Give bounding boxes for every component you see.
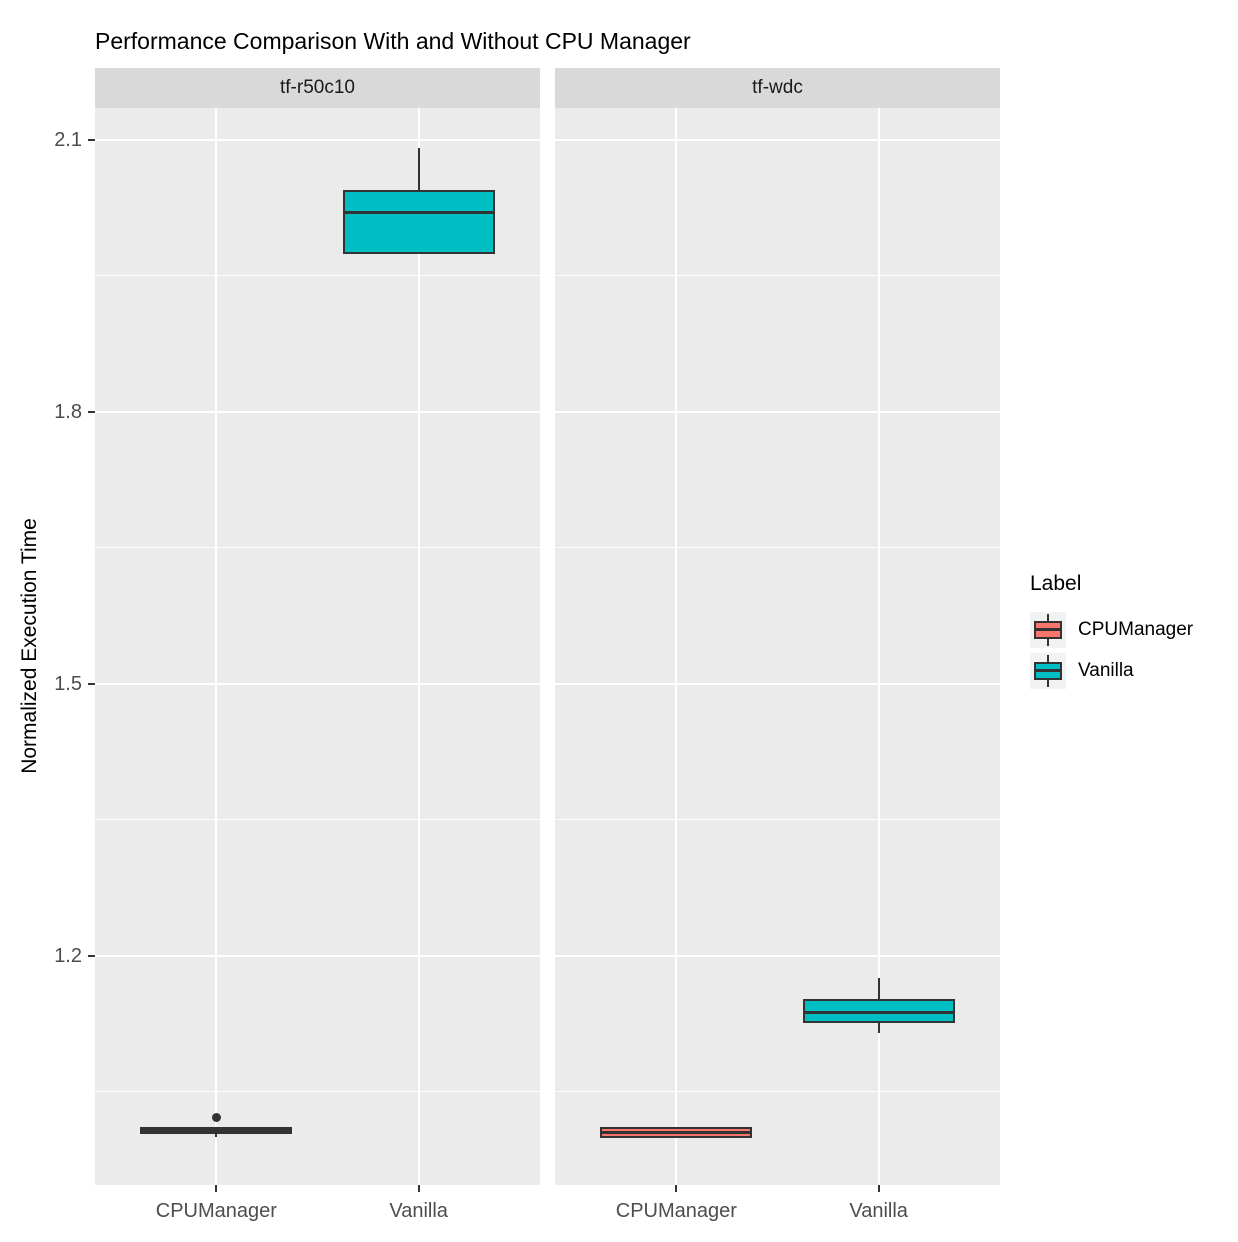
legend: Label CPUManager Vanilla	[1030, 572, 1193, 694]
x-tick-mark	[675, 1185, 678, 1192]
gridline-y-minor	[95, 547, 540, 549]
gridline-x-major	[877, 108, 880, 1185]
boxplot-median	[140, 1129, 293, 1133]
gridline-y-major	[95, 138, 540, 141]
gridline-y-major	[555, 138, 1000, 141]
gridline-y-minor	[95, 819, 540, 821]
boxplot-whisker-lower	[877, 1022, 880, 1033]
legend-key-median	[1034, 628, 1062, 631]
gridline-x-major	[215, 108, 218, 1185]
gridline-y-major	[95, 954, 540, 957]
gridline-y-minor	[555, 275, 1000, 277]
legend-key-glyph	[1030, 612, 1066, 648]
x-tick-mark	[417, 1185, 420, 1192]
boxplot-median	[342, 210, 495, 214]
y-axis-title: Normalized Execution Time	[18, 518, 41, 774]
gridline-y-minor	[95, 275, 540, 277]
x-tick-mark	[215, 1185, 218, 1192]
gridline-y-major	[555, 410, 1000, 413]
boxplot-whisker-upper	[877, 978, 880, 1000]
y-tick-label: 1.5	[54, 672, 82, 695]
gridline-y-major	[95, 682, 540, 685]
legend-key-glyph	[1030, 653, 1066, 689]
facet-strip-tf-wdc: tf-wdc	[555, 68, 1000, 108]
legend-item-cpumanager: CPUManager	[1030, 612, 1193, 648]
gridline-y-minor	[555, 547, 1000, 549]
y-tick-mark	[88, 682, 95, 685]
chart-title: Performance Comparison With and Without …	[95, 28, 691, 54]
gridline-y-minor	[555, 1091, 1000, 1093]
y-tick-mark	[88, 954, 95, 957]
gridline-y-major	[555, 682, 1000, 685]
boxplot-median	[600, 1130, 753, 1134]
y-tick-label: 1.8	[54, 400, 82, 423]
legend-item-label: CPUManager	[1078, 619, 1194, 640]
facet-panel-tf-wdc	[555, 108, 1000, 1185]
boxplot-box-vanilla	[802, 999, 955, 1023]
y-tick-label: 1.2	[54, 944, 82, 967]
legend-item-vanilla: Vanilla	[1030, 653, 1193, 689]
boxplot-whisker-upper	[417, 147, 420, 190]
gridline-y-minor	[555, 819, 1000, 821]
y-tick-label: 2.1	[54, 128, 82, 151]
x-tick-label-cpumanager: CPUManager	[615, 1200, 737, 1222]
gridline-y-minor	[95, 1091, 540, 1093]
x-tick-label-vanilla: Vanilla	[389, 1200, 448, 1222]
y-tick-mark	[88, 410, 95, 413]
gridline-y-major	[555, 954, 1000, 957]
legend-items: CPUManager Vanilla	[1030, 612, 1193, 689]
boxplot-box-vanilla	[342, 189, 495, 254]
gridline-y-major	[95, 410, 540, 413]
facet-strip-tf-r50c10: tf-r50c10	[95, 68, 540, 108]
facet-panel-tf-r50c10	[95, 108, 540, 1185]
x-tick-label-vanilla: Vanilla	[849, 1200, 908, 1222]
outlier-point	[211, 1113, 221, 1123]
boxplot-whisker-lower	[215, 1133, 218, 1137]
legend-item-label: Vanilla	[1078, 660, 1134, 681]
x-tick-mark	[877, 1185, 880, 1192]
x-tick-label-cpumanager: CPUManager	[155, 1200, 277, 1222]
y-tick-mark	[88, 138, 95, 141]
boxplot-median	[802, 1011, 955, 1015]
gridline-x-major	[675, 108, 678, 1185]
gridline-x-major	[417, 108, 420, 1185]
legend-key-median	[1034, 669, 1062, 672]
legend-title: Label	[1030, 572, 1082, 595]
